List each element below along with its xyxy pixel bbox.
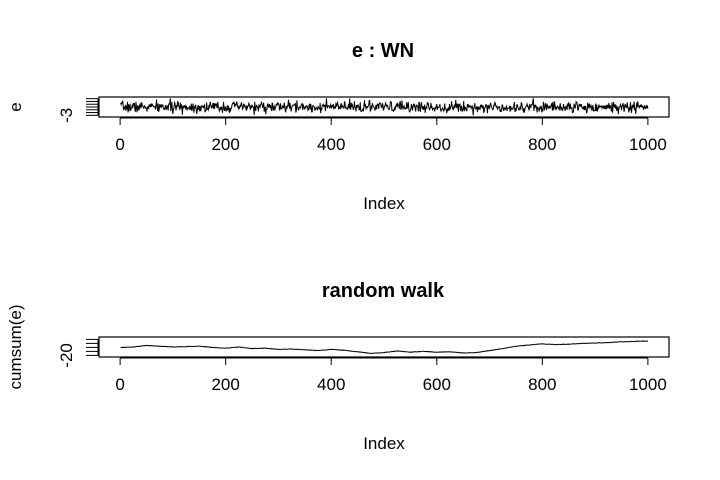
y-axis: -3 <box>57 98 99 123</box>
x-tick-label: 0 <box>115 375 124 394</box>
plot-frame <box>98 336 670 358</box>
x-tick-label: 400 <box>317 375 345 394</box>
chart-title: random walk <box>322 280 445 302</box>
series-group <box>120 98 649 116</box>
y-axis-label: cumsum(e) <box>6 304 25 389</box>
x-axis: 0 200 400 600 800 1000 <box>115 357 667 394</box>
x-tick-label: 200 <box>211 375 239 394</box>
x-axis: 0 200 400 600 800 1000 <box>115 117 667 154</box>
y-axis-label: e <box>6 102 25 111</box>
chart-title: e : WN <box>352 40 414 62</box>
plot-frame <box>98 96 670 118</box>
y-axis: -20 <box>57 338 99 368</box>
series-group <box>120 340 649 354</box>
x-axis-label: Index <box>363 434 405 453</box>
x-tick-label: 800 <box>528 135 556 154</box>
x-tick-label: 600 <box>423 375 451 394</box>
x-tick-label: 600 <box>423 135 451 154</box>
panel-white-noise: e : WN 0 200 400 600 800 1000 -3 Index e <box>6 40 670 213</box>
x-tick-label: 800 <box>528 375 556 394</box>
series-line-white-noise <box>120 98 649 116</box>
x-tick-label: 1000 <box>629 375 667 394</box>
x-tick-label: 1000 <box>629 135 667 154</box>
x-axis-label: Index <box>363 194 405 213</box>
x-tick-label: 0 <box>115 135 124 154</box>
y-tick-label: -3 <box>57 108 76 123</box>
y-tick-label: -20 <box>57 343 76 368</box>
series-line-random-walk <box>120 340 649 354</box>
x-tick-label: 200 <box>211 135 239 154</box>
x-tick-label: 400 <box>317 135 345 154</box>
panel-random-walk: random walk 0 200 400 600 800 1000 -20 Index … <box>6 280 670 453</box>
